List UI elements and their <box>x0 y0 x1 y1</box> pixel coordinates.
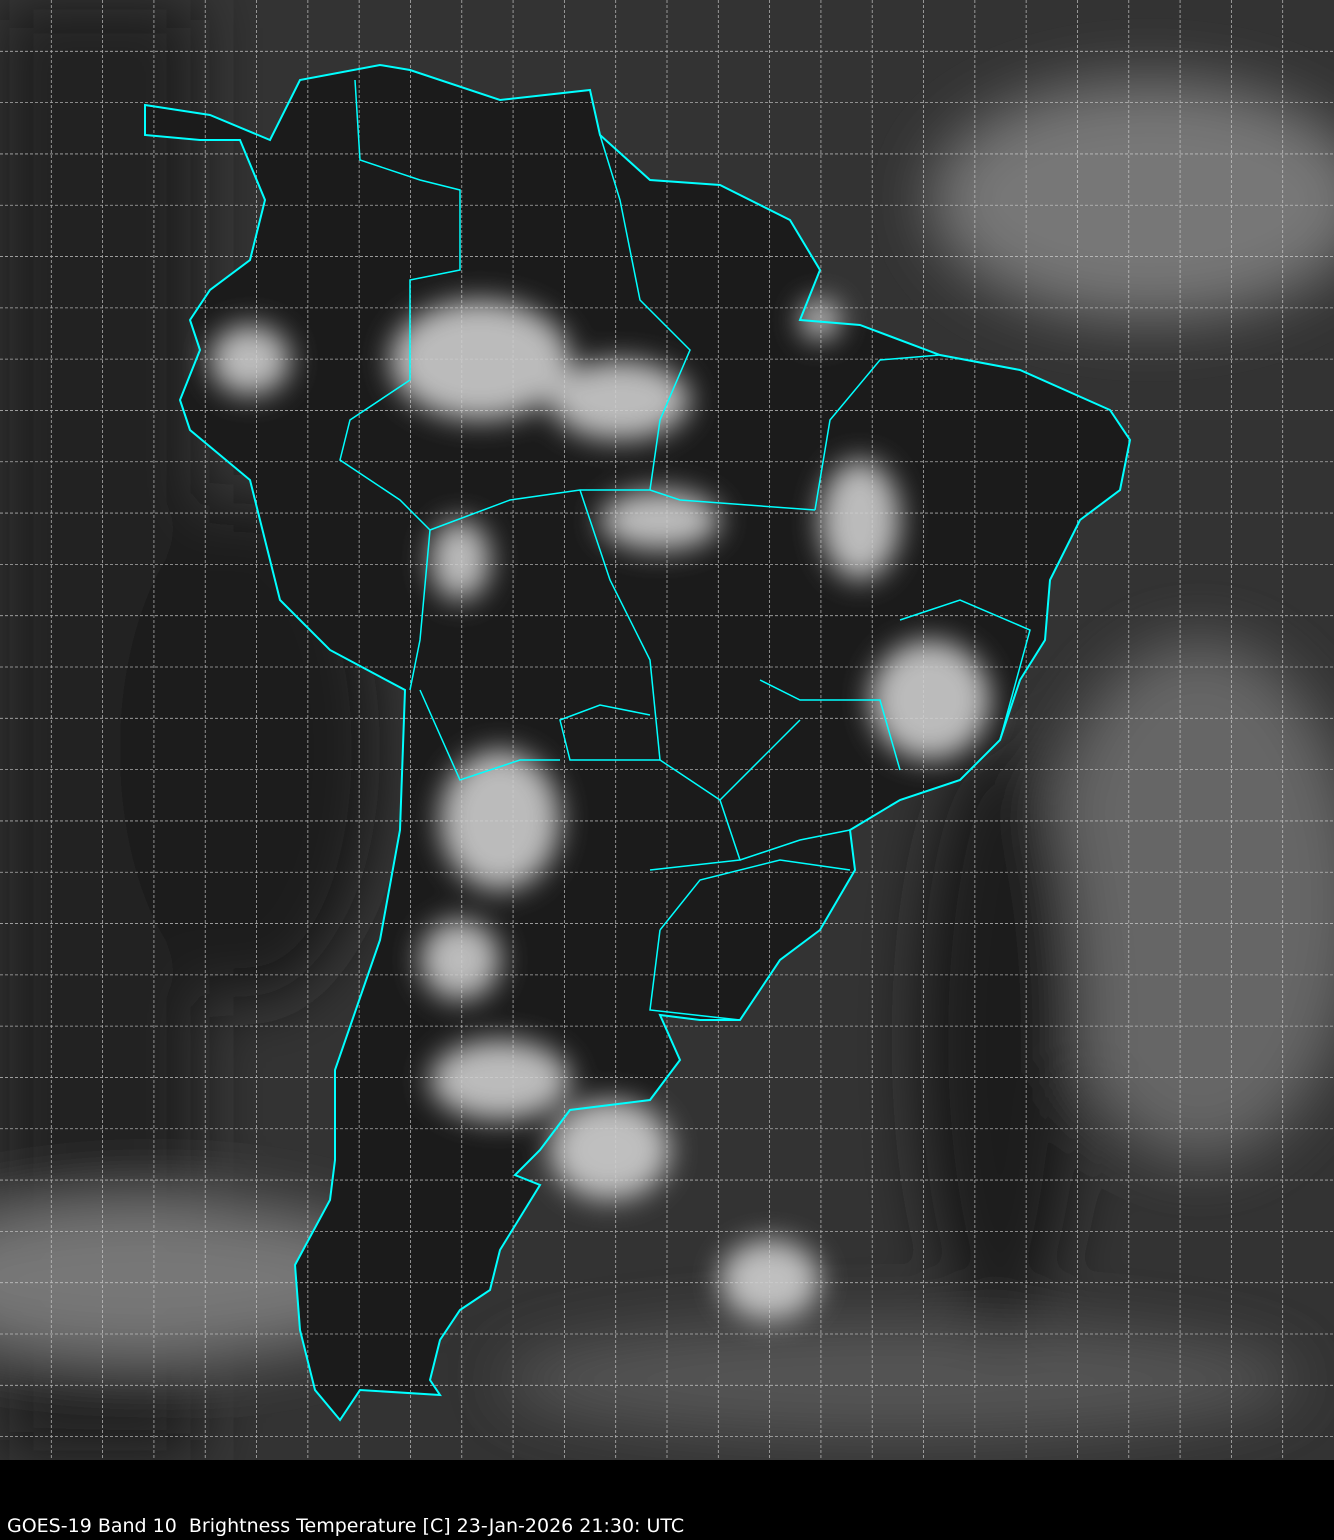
coastline <box>144 63 1132 1422</box>
continent-land <box>145 65 1130 1420</box>
country-borders <box>339 79 1031 1021</box>
lat-lon-grid <box>0 0 1334 1460</box>
satellite-image <box>0 0 1334 1460</box>
image-caption: GOES-19 Band 10 Brightness Temperature [… <box>7 1515 685 1537</box>
cloud-cover <box>210 300 990 1320</box>
